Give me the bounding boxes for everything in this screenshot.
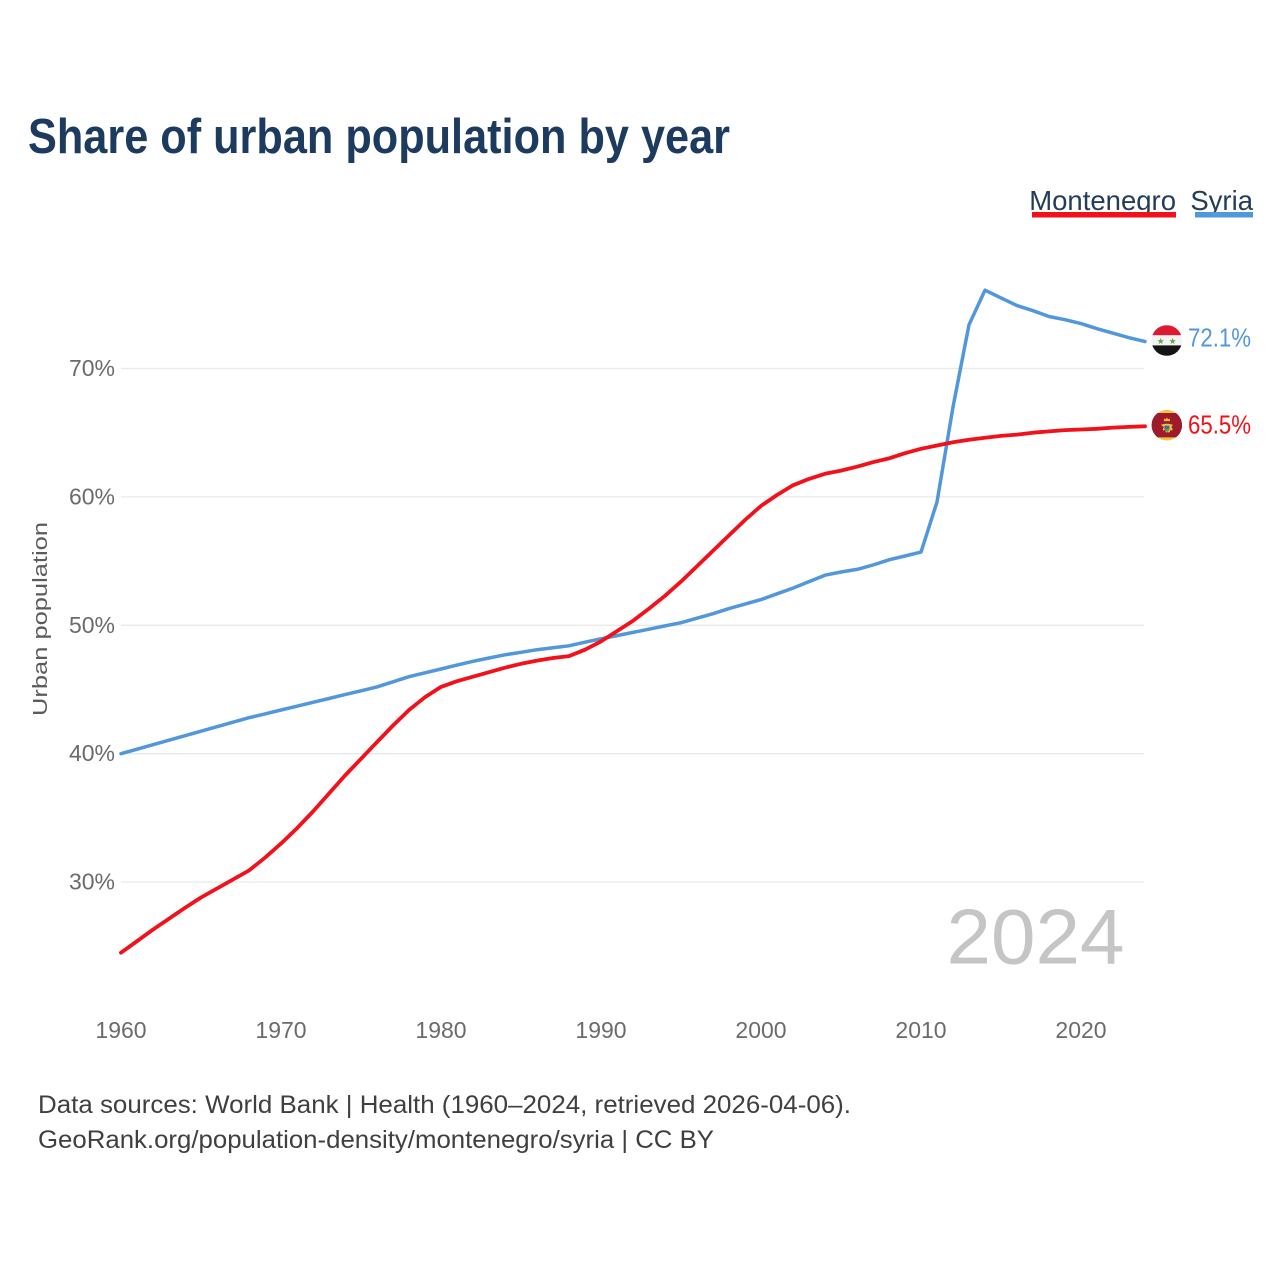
svg-text:Montenegro: Montenegro (1029, 185, 1176, 216)
svg-text:50%: 50% (69, 612, 115, 638)
svg-text:30%: 30% (69, 869, 115, 895)
svg-text:1960: 1960 (95, 1017, 146, 1043)
svg-text:70%: 70% (69, 355, 115, 381)
svg-text:72.1%: 72.1% (1188, 325, 1251, 353)
svg-text:1980: 1980 (415, 1017, 466, 1043)
svg-text:2020: 2020 (1055, 1017, 1106, 1043)
svg-text:Data sources: World Bank | Hea: Data sources: World Bank | Health (1960–… (38, 1091, 851, 1119)
svg-text:65.5%: 65.5% (1188, 412, 1251, 440)
svg-text:1970: 1970 (255, 1017, 306, 1043)
svg-text:40%: 40% (69, 740, 115, 766)
svg-text:Share of urban population by y: Share of urban population by year (28, 110, 730, 164)
svg-text:2000: 2000 (735, 1017, 786, 1043)
svg-text:2024: 2024 (947, 893, 1125, 981)
svg-text:1990: 1990 (575, 1017, 626, 1043)
svg-text:GeoRank.org/population-density: GeoRank.org/population-density/montenegr… (38, 1126, 714, 1154)
svg-text:2010: 2010 (895, 1017, 946, 1043)
svg-text:60%: 60% (69, 483, 115, 509)
svg-text:Syria: Syria (1190, 185, 1253, 216)
svg-text:Urban population: Urban population (29, 522, 52, 716)
